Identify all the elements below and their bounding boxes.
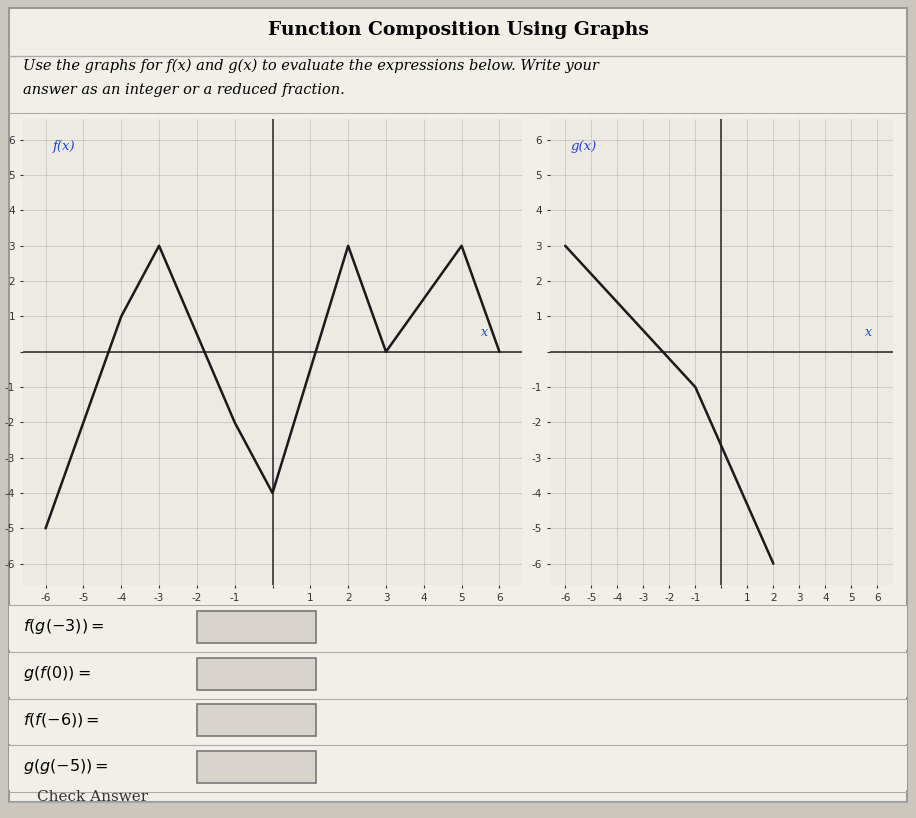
Text: answer as an integer or a reduced fraction.: answer as an integer or a reduced fracti… <box>23 83 344 97</box>
Text: $g(f(0)) =$: $g(f(0)) =$ <box>23 664 91 683</box>
Text: x: x <box>865 326 871 339</box>
Bar <box>9 605 907 650</box>
Text: g(x): g(x) <box>571 141 596 154</box>
Bar <box>197 611 316 643</box>
Text: f(x): f(x) <box>53 141 76 154</box>
Bar <box>197 751 316 783</box>
Bar <box>9 745 907 790</box>
Text: Use the graphs for f(x) and g(x) to evaluate the expressions below. Write your: Use the graphs for f(x) and g(x) to eval… <box>23 59 599 74</box>
Text: Function Composition Using Graphs: Function Composition Using Graphs <box>267 21 649 39</box>
Bar <box>197 658 316 690</box>
Text: $f(g(-3)) =$: $f(g(-3)) =$ <box>23 618 104 636</box>
Text: $g(g(-5)) =$: $g(g(-5)) =$ <box>23 757 109 776</box>
Bar <box>9 699 907 744</box>
Text: Check Answer: Check Answer <box>37 790 147 804</box>
Bar <box>197 704 316 736</box>
Text: x: x <box>481 326 487 339</box>
Text: $f(f(-6)) =$: $f(f(-6)) =$ <box>23 711 100 730</box>
Bar <box>9 652 907 697</box>
